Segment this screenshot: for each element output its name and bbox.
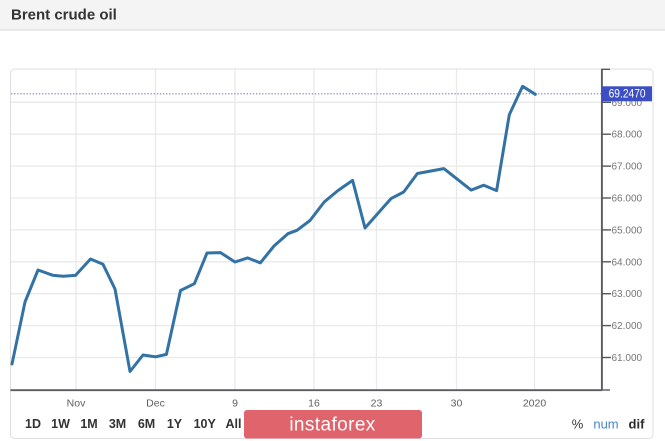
svg-text:6M: 6M [138, 417, 155, 431]
svg-text:1M: 1M [80, 417, 97, 431]
svg-text:66.000: 66.000 [612, 194, 643, 205]
svg-text:68.000: 68.000 [612, 130, 643, 141]
svg-text:2020: 2020 [523, 398, 547, 410]
svg-text:dif: dif [629, 416, 646, 431]
svg-text:30: 30 [451, 398, 463, 410]
svg-text:Brent crude oil: Brent crude oil [11, 7, 117, 24]
svg-text:Nov: Nov [67, 398, 86, 410]
svg-text:65.000: 65.000 [612, 225, 643, 236]
svg-text:3M: 3M [109, 417, 126, 431]
svg-text:63.000: 63.000 [612, 289, 643, 300]
svg-text:67.000: 67.000 [612, 162, 643, 173]
svg-text:num: num [593, 416, 618, 431]
svg-text:69.000: 69.000 [612, 98, 643, 109]
svg-text:1Y: 1Y [167, 417, 183, 431]
svg-text:9: 9 [232, 398, 238, 410]
svg-text:10Y: 10Y [194, 417, 217, 431]
svg-text:All: All [226, 417, 242, 431]
svg-text:instaforex: instaforex [289, 415, 375, 436]
svg-text:Dec: Dec [146, 398, 165, 410]
svg-text:23: 23 [371, 398, 383, 410]
svg-text:1W: 1W [51, 417, 70, 431]
svg-text:61.000: 61.000 [612, 353, 643, 364]
svg-text:%: % [572, 416, 584, 431]
svg-text:69.2470: 69.2470 [609, 87, 646, 101]
svg-text:62.000: 62.000 [612, 321, 643, 332]
svg-text:16: 16 [308, 398, 320, 410]
svg-text:1D: 1D [25, 417, 41, 431]
svg-text:64.000: 64.000 [612, 257, 643, 268]
